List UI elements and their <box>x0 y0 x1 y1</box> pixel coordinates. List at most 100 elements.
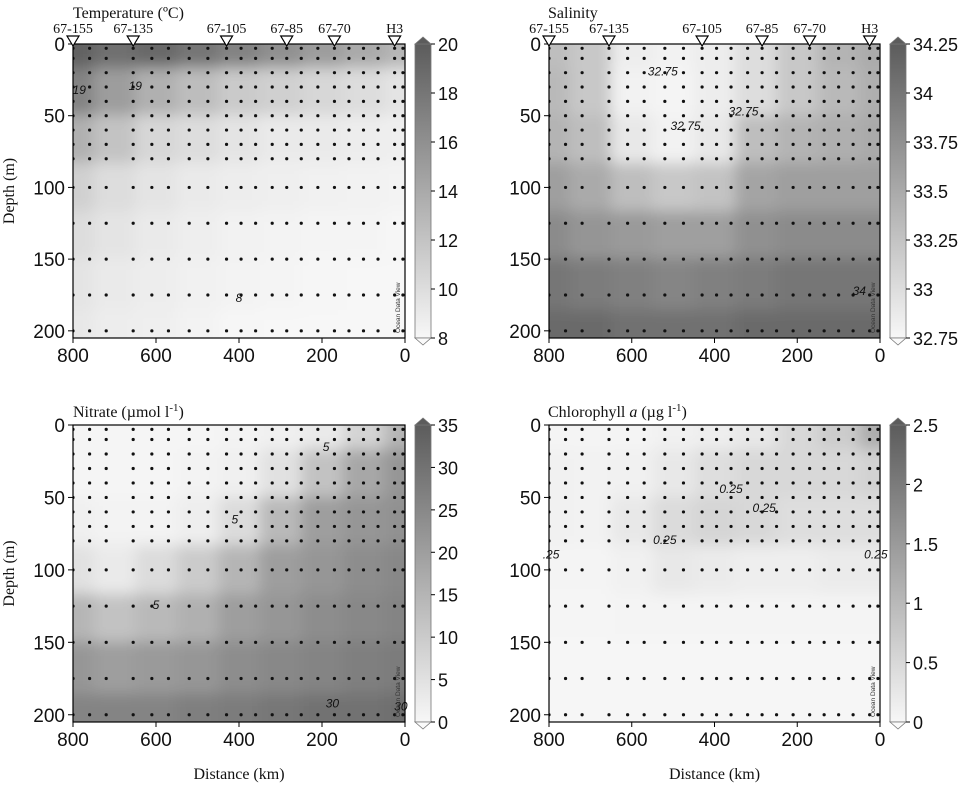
field-cell <box>859 496 880 547</box>
sample-dot <box>187 85 191 89</box>
sample-dot <box>868 427 872 431</box>
sample-dot <box>851 185 855 190</box>
sample-dot <box>393 640 397 644</box>
sample-dot <box>714 466 719 471</box>
field-cell <box>135 258 178 312</box>
sample-dot <box>808 46 812 50</box>
sample-dot <box>187 293 191 297</box>
sample-dot <box>206 99 210 103</box>
sample-dot <box>239 329 243 333</box>
sample-dot <box>239 142 243 146</box>
field-cell <box>259 693 303 722</box>
sample-dot <box>270 71 274 75</box>
field-cell <box>301 310 344 338</box>
sample-dot <box>166 257 171 261</box>
station-marker-icon <box>695 35 710 48</box>
x-tick-label: 400 <box>223 346 255 367</box>
sample-dot <box>254 568 258 572</box>
sample-dot <box>729 185 733 190</box>
sample-dot <box>88 257 92 261</box>
sample-dot <box>332 185 337 190</box>
sample-dot <box>791 257 795 261</box>
sample-dot <box>729 157 733 161</box>
colorbar-tick-label: 18 <box>438 84 458 104</box>
sample-dot <box>104 495 108 500</box>
colorbar-tick-label: 14 <box>438 182 458 202</box>
sample-dot <box>563 71 568 75</box>
sample-dot <box>607 185 611 190</box>
sample-dot <box>206 157 210 161</box>
sample-dot <box>393 466 397 471</box>
sample-dot <box>808 293 812 297</box>
colorbar-min-arrow <box>413 721 433 730</box>
title-part: Nitrate (µmol l <box>73 404 170 421</box>
sample-dot <box>332 329 337 333</box>
field-cell <box>384 67 405 116</box>
sample-dot <box>187 71 191 75</box>
sample-dot <box>332 713 337 717</box>
sample-dot <box>299 157 303 161</box>
sample-dot <box>760 293 764 297</box>
colorbar-max-arrow <box>413 36 433 45</box>
sample-dot <box>822 128 826 132</box>
title-part: -1 <box>169 402 178 414</box>
sample-dot <box>760 56 764 60</box>
sample-dot <box>299 46 303 50</box>
sample-dot <box>376 142 380 146</box>
sample-dot <box>104 427 108 431</box>
sample-dot <box>316 56 320 60</box>
sample-dot <box>626 128 630 132</box>
field-cell <box>569 425 613 450</box>
field-cell <box>342 310 386 338</box>
sample-dot <box>88 128 92 132</box>
sample-dot <box>401 99 405 103</box>
sample-dot <box>746 676 750 681</box>
sample-dot <box>563 427 568 431</box>
sample-dot <box>131 46 135 50</box>
sample-dot <box>88 466 92 471</box>
sample-dot <box>393 437 397 442</box>
sample-dot <box>347 604 351 608</box>
contour-label: 0.25 <box>864 547 888 561</box>
sample-dot <box>626 481 630 485</box>
sample-dot <box>663 142 667 146</box>
sample-dot <box>187 481 191 485</box>
field-cell <box>652 44 695 69</box>
sample-dot <box>206 466 210 471</box>
sample-dot <box>239 524 243 529</box>
field-cell <box>93 211 137 260</box>
sample-dot <box>88 71 92 75</box>
colorbar-tick-label: 16 <box>438 133 458 153</box>
sample-dot <box>714 157 719 161</box>
sample-dot <box>393 676 397 681</box>
sample-dot <box>876 46 880 50</box>
sample-dot <box>316 676 320 681</box>
y-tick-label: 0 <box>530 35 541 56</box>
sample-dot <box>316 604 320 608</box>
sample-dot <box>332 114 337 118</box>
sample-dot <box>401 676 405 681</box>
sample-dot <box>393 71 397 75</box>
sample-dot <box>642 85 646 89</box>
sample-dot <box>663 128 667 132</box>
sample-dot <box>876 157 880 161</box>
sample-dot <box>254 257 258 261</box>
sample-dot <box>285 495 289 500</box>
sample-dot <box>837 142 841 146</box>
sample-dot <box>626 85 630 89</box>
y-tick-label: 200 <box>509 322 541 343</box>
sample-dot <box>851 466 855 471</box>
sample-dot <box>663 495 667 500</box>
sample-dot <box>150 114 154 118</box>
sample-dot <box>150 524 154 529</box>
field-cell <box>342 641 386 695</box>
sample-dot <box>876 257 880 261</box>
sample-dot <box>150 466 154 471</box>
field-cell <box>93 496 137 547</box>
sample-dot <box>563 437 568 442</box>
sample-dot <box>876 713 880 717</box>
sample-dot <box>663 157 667 161</box>
sample-dot <box>401 329 405 333</box>
sample-dot <box>361 257 366 261</box>
sample-dot <box>681 437 686 442</box>
